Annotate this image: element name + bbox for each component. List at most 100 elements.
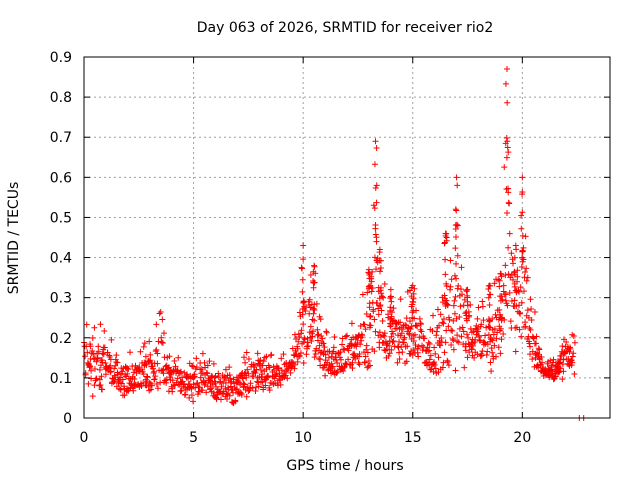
data-point — [455, 282, 462, 289]
data-point — [387, 295, 394, 302]
data-point — [519, 248, 526, 255]
data-point — [119, 368, 126, 375]
data-point — [262, 382, 269, 389]
data-point — [310, 268, 317, 275]
data-point — [304, 335, 311, 342]
data-point — [99, 350, 106, 357]
data-point — [445, 323, 452, 330]
data-point — [488, 345, 495, 352]
data-point — [158, 334, 165, 341]
data-point — [522, 233, 529, 240]
y-tick-label: 0.5 — [50, 210, 72, 226]
data-point — [457, 286, 464, 293]
data-point — [434, 306, 441, 313]
data-point — [539, 359, 546, 366]
data-point — [217, 396, 224, 403]
data-point — [502, 272, 509, 279]
data-point — [530, 334, 537, 341]
data-point — [474, 328, 481, 335]
data-point — [465, 334, 472, 341]
data-point — [411, 331, 418, 338]
data-point — [152, 373, 159, 380]
data-point — [89, 348, 96, 355]
data-point — [323, 328, 330, 335]
data-point — [372, 185, 379, 192]
data-point — [260, 358, 267, 365]
data-point — [417, 321, 424, 328]
data-point — [364, 349, 371, 356]
data-point — [314, 337, 321, 344]
data-point — [446, 316, 453, 323]
data-point — [318, 332, 325, 339]
data-point — [569, 359, 576, 366]
data-point — [371, 348, 378, 355]
data-point — [268, 351, 275, 358]
data-point — [403, 315, 410, 322]
data-point — [476, 337, 483, 344]
data-point — [158, 339, 165, 346]
data-point — [311, 301, 318, 308]
data-point — [394, 343, 401, 350]
data-point — [503, 134, 510, 141]
data-point — [383, 346, 390, 353]
data-point — [535, 345, 542, 352]
data-point — [486, 302, 493, 309]
data-point — [212, 380, 219, 387]
data-point — [356, 361, 363, 368]
data-point — [157, 308, 164, 315]
data-point — [486, 318, 493, 325]
data-point — [274, 364, 281, 371]
data-point — [165, 364, 172, 371]
data-point — [377, 302, 384, 309]
data-point — [188, 362, 195, 369]
data-point — [425, 339, 432, 346]
data-point — [284, 366, 291, 373]
data-point — [163, 376, 170, 383]
data-point — [559, 343, 566, 350]
data-point — [475, 304, 482, 311]
data-point — [154, 360, 161, 367]
data-point — [379, 318, 386, 325]
data-point — [159, 316, 166, 323]
data-point — [153, 381, 160, 388]
data-point — [349, 365, 356, 372]
data-point — [511, 254, 518, 261]
data-point — [111, 365, 118, 372]
data-point — [230, 376, 237, 383]
data-point — [151, 376, 158, 383]
data-point — [504, 99, 511, 106]
data-point — [524, 307, 531, 314]
data-point — [308, 337, 315, 344]
data-point — [181, 391, 188, 398]
data-point — [443, 282, 450, 289]
data-point — [385, 311, 392, 318]
data-point — [99, 386, 106, 393]
data-point — [239, 375, 246, 382]
y-tick-label: 0.1 — [50, 371, 72, 387]
data-point — [85, 380, 92, 387]
data-point — [363, 342, 370, 349]
data-point — [479, 298, 486, 305]
data-point — [321, 344, 328, 351]
x-tick-label: 5 — [189, 430, 198, 446]
data-point — [163, 379, 170, 386]
data-point — [371, 316, 378, 323]
data-point — [436, 322, 443, 329]
data-point — [556, 369, 563, 376]
data-point — [557, 365, 564, 372]
data-point — [376, 344, 383, 351]
data-point — [507, 318, 514, 325]
data-point — [331, 333, 338, 340]
data-point — [270, 363, 277, 370]
data-point — [464, 286, 471, 293]
data-point — [413, 307, 420, 314]
data-point — [376, 303, 383, 310]
data-point — [399, 326, 406, 333]
data-point — [500, 331, 507, 338]
data-point — [433, 328, 440, 335]
data-point — [252, 369, 259, 376]
data-point — [294, 358, 301, 365]
data-point — [377, 257, 384, 264]
data-point — [280, 351, 287, 358]
data-point — [89, 393, 96, 400]
